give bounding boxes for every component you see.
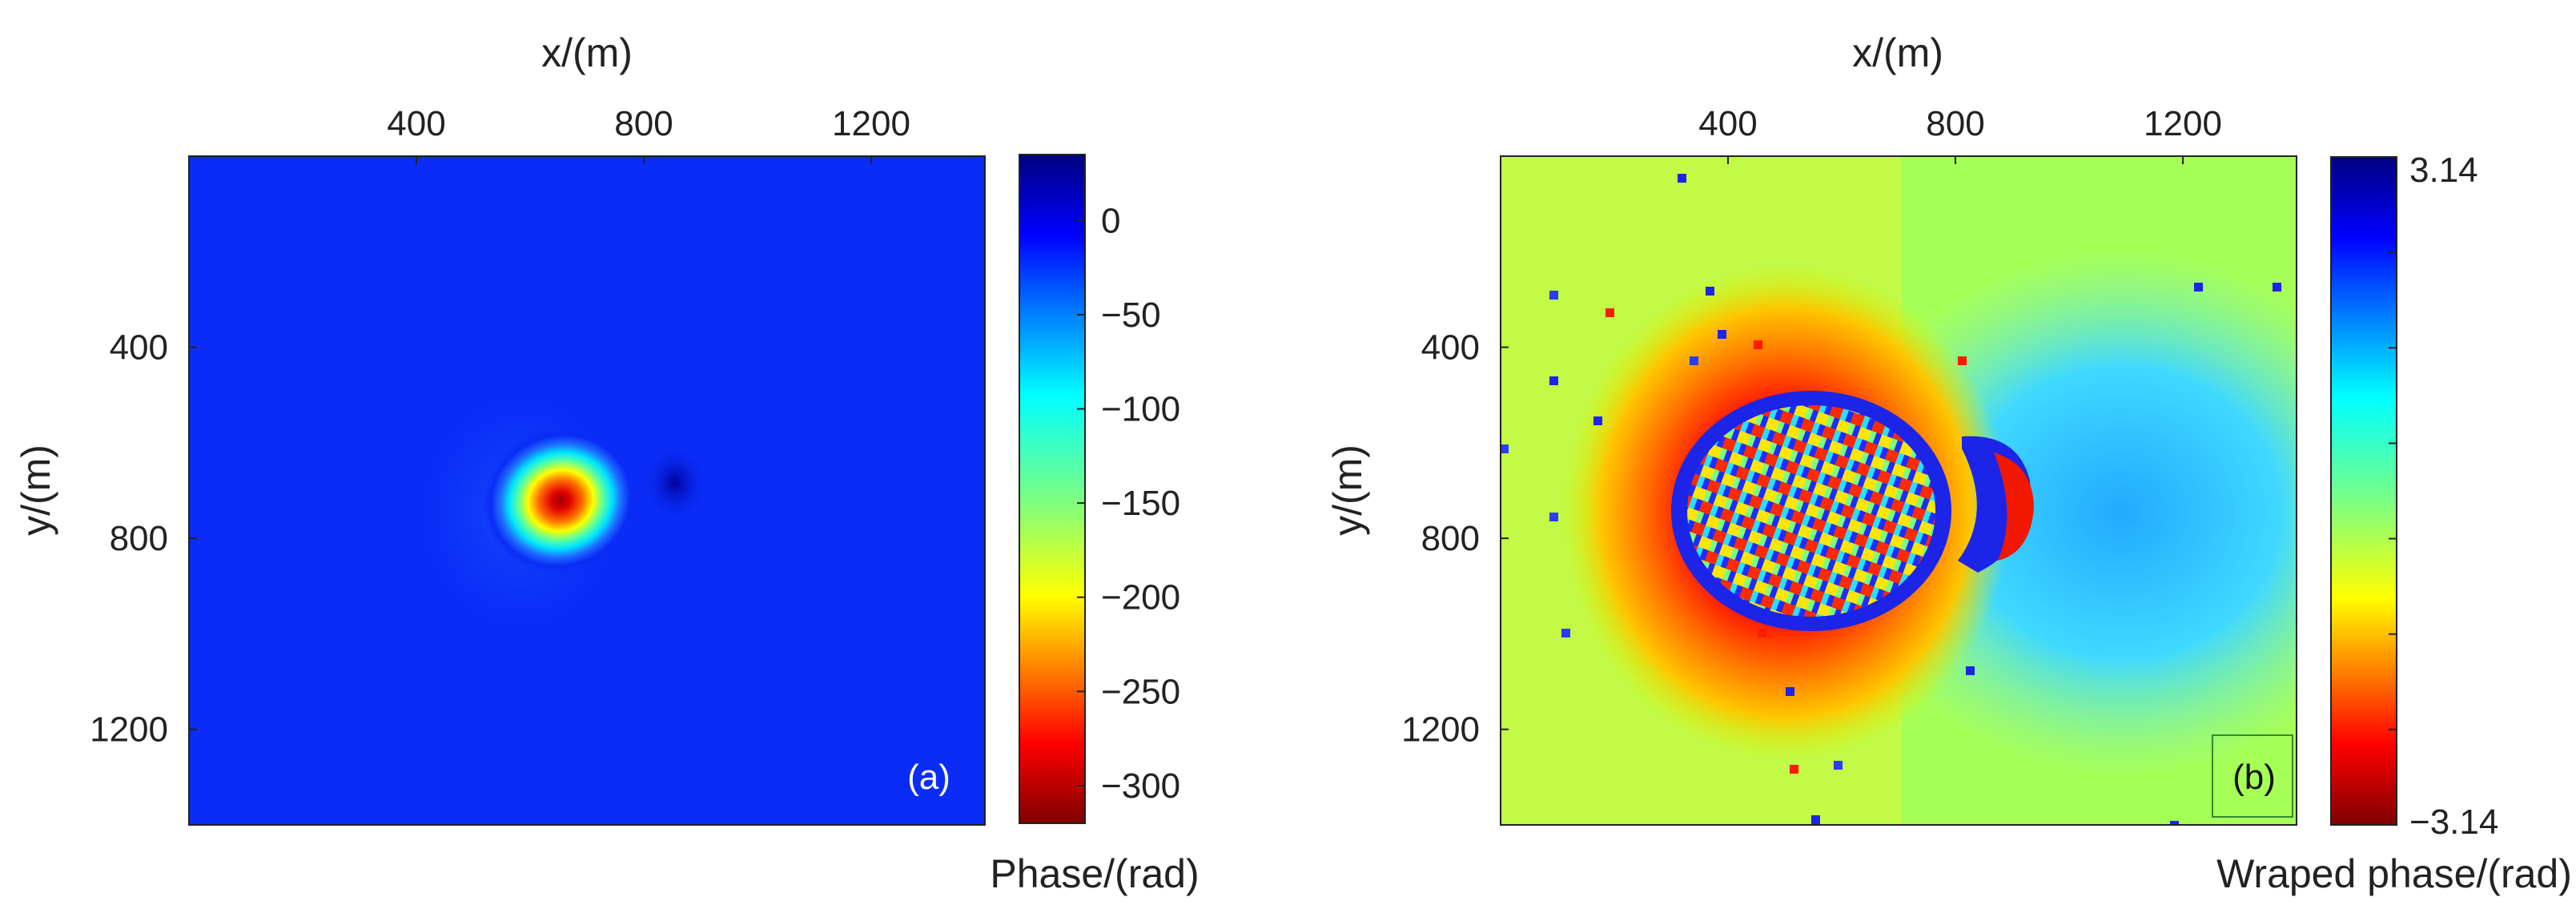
colorbar-a-frame [1019, 154, 1086, 824]
colorbar-b-frame [2330, 156, 2397, 826]
colorbar-a-ticks: 0 −50 −100 −150 −200 −250 −300 [1077, 201, 1180, 806]
speckle-pixel [1958, 356, 1967, 365]
colorbar-a-tick-label: −100 [1101, 390, 1180, 429]
colorbar-a-tick-label: −200 [1101, 578, 1180, 617]
colorbar-a [1019, 155, 1085, 823]
x-axis-label-a: x/(m) [541, 30, 633, 75]
x-ticks-b: 400 800 1200 [1698, 104, 2222, 164]
panel-label-a: (a) [907, 758, 950, 797]
y-axis-label-a: y/(m) [14, 444, 58, 536]
speckle-pixel [2273, 283, 2281, 292]
x-tick-label-b: 400 [1698, 104, 1757, 143]
y-tick-label-b: 400 [1421, 328, 1480, 368]
colorbar-a-tick-label: −250 [1101, 672, 1180, 711]
speckle-pixel [1790, 765, 1798, 774]
speckle-pixel [1706, 287, 1714, 296]
panel-a: 400 800 1200 400 800 1200 x/(m) y/(m) (a) 0 −… [14, 30, 1200, 896]
heatmap-b-fringes [1687, 405, 1935, 617]
speckle-pixel [1966, 666, 1975, 675]
colorbar-b-ticks: 3.14 −3.14 [2389, 151, 2498, 842]
colorbar-a-tick-label: −300 [1101, 766, 1180, 806]
colorbar-a-label: Phase/(rad) [990, 851, 1199, 896]
x-ticks-a: 400 800 1200 [387, 104, 910, 164]
y-ticks-a: 400 800 1200 [90, 328, 197, 750]
speckle-pixel [1501, 444, 1509, 453]
colorbar-b-tick-label: 3.14 [2409, 151, 2478, 190]
heatmap-a-peak [482, 428, 639, 573]
x-tick-label-b: 1200 [2144, 104, 2222, 143]
speckle-pixel [1561, 629, 1570, 637]
heatmap-b-speckles [1501, 174, 2281, 825]
speckle-pixel [1718, 330, 1726, 339]
speckle-pixel [1754, 340, 1762, 349]
speckle-pixel [1549, 291, 1558, 300]
y-axis-label-b: y/(m) [1325, 444, 1370, 536]
speckle-pixel [1690, 356, 1698, 365]
speckle-pixel [1549, 376, 1558, 385]
colorbar-b [2331, 157, 2397, 825]
colorbar-a-tick-label: −50 [1101, 296, 1161, 335]
speckle-pixel [1593, 416, 1602, 425]
panel-b: 400 800 1200 400 800 1200 x/(m) y/(m) (b) 3.… [1325, 30, 2572, 896]
heatmap-b [1501, 156, 2297, 825]
x-tick-label-a: 1200 [832, 104, 910, 143]
speckle-pixel [2170, 821, 2179, 825]
speckle-pixel [1834, 761, 1843, 770]
x-tick-label-a: 400 [387, 104, 445, 143]
x-tick-label-a: 800 [614, 104, 673, 143]
y-tick-label-b: 800 [1421, 519, 1480, 558]
speckle-pixel [2194, 283, 2203, 292]
axes-b-frame [1500, 155, 2297, 826]
speckle-pixel [1549, 513, 1558, 521]
y-tick-label-a: 1200 [90, 710, 168, 750]
heatmap-a-trough [643, 444, 707, 521]
speckle-pixel [1678, 174, 1686, 183]
heatmap-b-red-crescent [1994, 452, 2034, 561]
y-tick-label-a: 400 [110, 328, 168, 368]
y-ticks-b: 400 800 1200 [1401, 328, 1509, 750]
y-tick-label-a: 800 [110, 519, 168, 558]
axes-a-frame [188, 155, 986, 826]
heatmap-a [189, 156, 985, 825]
colorbar-a-tick-label: 0 [1101, 201, 1120, 240]
speckle-pixel [1758, 629, 1766, 637]
y-tick-label-b: 1200 [1401, 710, 1480, 750]
panel-b-label-box [2212, 734, 2293, 818]
speckle-pixel [1811, 815, 1820, 824]
panel-label-b: (b) [2232, 758, 2276, 797]
colorbar-b-tick-label: −3.14 [2409, 802, 2498, 842]
speckle-pixel [1786, 687, 1794, 696]
x-tick-label-b: 800 [1926, 104, 1984, 143]
speckle-pixel [1605, 308, 1614, 317]
x-axis-label-b: x/(m) [1852, 30, 1943, 75]
colorbar-b-label: Wraped phase/(rad) [2216, 851, 2572, 896]
colorbar-a-tick-label: −150 [1101, 484, 1180, 523]
